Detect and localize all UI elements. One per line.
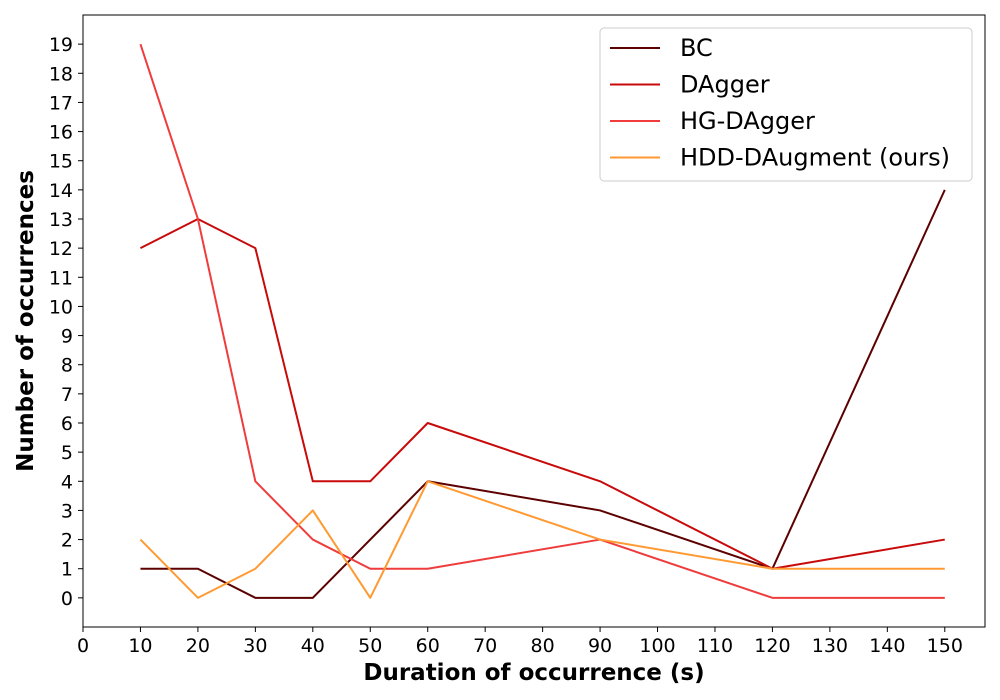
series-line-hdd-daugment-ours [139,480,945,599]
x-tick-label: 50 [358,635,382,657]
y-tick-label: 7 [61,384,73,406]
x-tick-label: 10 [128,635,152,657]
legend-box [599,27,973,182]
y-tick-label: 4 [61,471,73,493]
legend-entry: HDD-DAugment (ours) [680,144,950,172]
y-tick-label: 17 [49,92,73,114]
x-tick-label: 100 [639,635,675,657]
y-tick-label: 16 [49,122,73,144]
series-line-dagger [139,218,945,570]
y-tick-label: 14 [49,180,73,202]
legend-entry: HG-DAgger [680,107,815,135]
y-tick-label: 8 [61,355,73,377]
x-tick-label: 130 [812,635,848,657]
x-tick-label: 0 [77,635,89,657]
x-tick-label: 20 [186,635,210,657]
x-tick-label: 40 [301,635,325,657]
y-tick-label: 2 [61,530,73,552]
x-tick-label: 150 [927,635,963,657]
series-lines [139,43,946,599]
y-axis-title: Number of occurrences [13,170,39,472]
series-line-hg-dagger [139,43,945,599]
y-tick-label: 18 [49,63,73,85]
y-tick-label: 5 [61,442,73,464]
x-axis: 0 10 20 30 40 50 60 70 80 90 100 110 120 130 140 150 [77,627,963,657]
y-tick-label: 13 [49,209,73,231]
x-tick-label: 140 [869,635,905,657]
x-tick-label: 60 [416,635,440,657]
x-axis-title: Duration of occurrence (s) [363,660,704,686]
x-tick-label: 80 [531,635,555,657]
y-tick-label: 9 [61,326,73,348]
x-tick-label: 120 [754,635,790,657]
y-tick-label: 19 [49,34,73,56]
series-line-bc [140,189,946,599]
y-tick-label: 6 [61,413,73,435]
y-tick-label: 0 [61,588,73,610]
y-tick-label: 1 [61,559,73,581]
y-tick-label: 12 [49,238,73,260]
y-tick-label: 3 [61,500,73,522]
y-tick-label: 10 [49,296,73,318]
legend-entry: DAgger [680,71,770,99]
x-tick-label: 90 [588,635,612,657]
y-tick-label: 15 [49,151,73,173]
legend-entry: BC [680,34,713,62]
x-tick-label: 70 [473,635,497,657]
y-tick-label: 11 [49,267,73,289]
x-tick-label: 110 [697,635,733,657]
legend: BC DAgger HG-DAgger HDD-DAugment (ours) [599,27,973,182]
x-tick-label: 30 [243,635,267,657]
